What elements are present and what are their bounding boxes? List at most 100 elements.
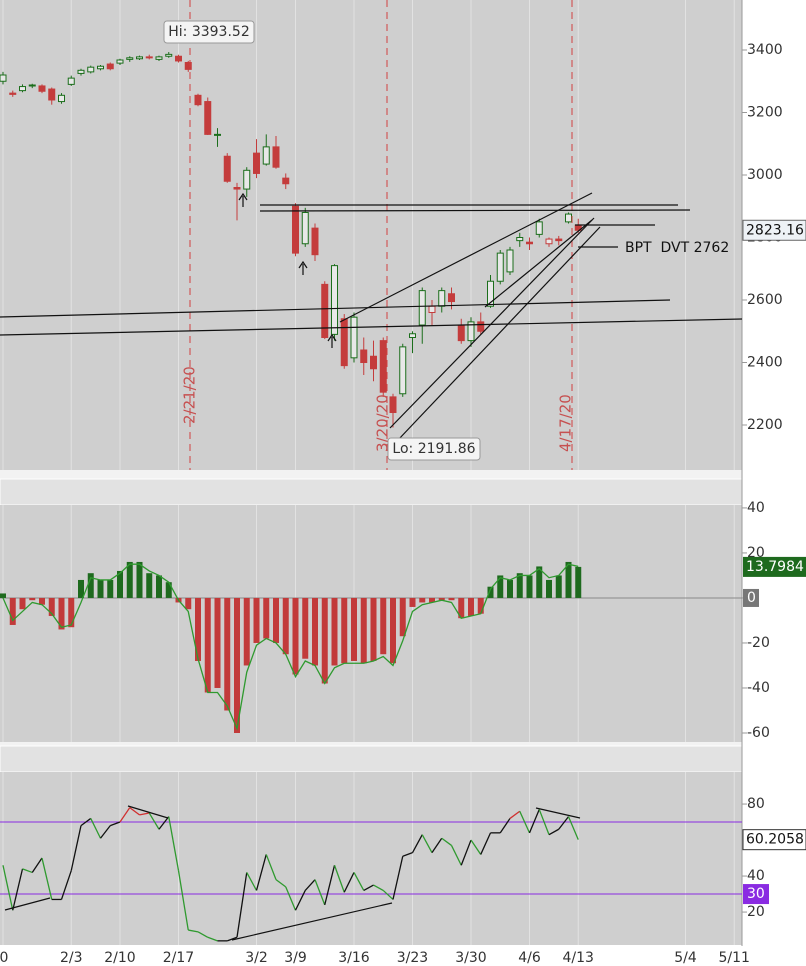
trendline	[397, 226, 601, 441]
candle-body	[448, 293, 455, 303]
candle-body	[292, 205, 299, 254]
candle-body	[438, 290, 446, 307]
last-value-label: 60.2058	[746, 832, 804, 848]
histogram-bar	[156, 575, 162, 598]
candle-body	[243, 169, 251, 190]
histogram-bar	[575, 566, 582, 598]
x-tick-label: 4/6	[518, 950, 541, 966]
histogram-bar	[468, 597, 474, 616]
histogram-bar	[282, 597, 289, 655]
rsi-segment	[421, 834, 433, 853]
candle-body	[350, 316, 358, 359]
rsi-segment	[255, 854, 267, 891]
candle-body	[389, 396, 397, 413]
trendline	[0, 299, 671, 318]
candle-body	[506, 249, 514, 273]
candle-body	[477, 321, 485, 332]
histogram-bar	[97, 579, 104, 598]
histogram-bar	[351, 597, 357, 661]
candle-body	[48, 88, 56, 101]
candle-body	[555, 238, 563, 242]
trendlines	[0, 0, 743, 941]
level-label-box	[743, 884, 769, 905]
rsi-segment	[558, 816, 570, 830]
histogram-bar	[546, 579, 552, 598]
histogram-bar	[526, 575, 533, 598]
x-tick-label: 0	[0, 950, 8, 966]
y-tick-label: -60	[747, 725, 770, 741]
histogram-bar	[136, 561, 143, 598]
candle-body	[19, 86, 26, 92]
histogram-bar	[360, 597, 367, 664]
histogram-bar	[429, 597, 435, 603]
arrow	[298, 260, 308, 275]
event-label: 2/21/20	[181, 366, 199, 424]
candle-body	[58, 94, 65, 103]
panel-header	[0, 745, 743, 773]
marks	[0, 52, 582, 942]
rsi-segment	[275, 879, 287, 888]
histogram-bar	[48, 597, 55, 616]
x-tick-label: 3/9	[284, 950, 307, 966]
x-tick-label: 2/3	[60, 950, 83, 966]
histogram-bar	[87, 573, 94, 598]
histogram-bar	[448, 597, 455, 601]
histogram-bar	[19, 597, 26, 610]
rsi-segment	[41, 857, 53, 900]
rsi-segment	[373, 884, 384, 892]
panel-header	[0, 478, 743, 506]
trendline	[339, 192, 593, 323]
x-tick-label: 3/16	[338, 950, 370, 966]
histogram-bar	[253, 597, 260, 643]
histogram-bar	[263, 597, 270, 639]
x-tick-label: 4/13	[563, 950, 594, 966]
candle-body	[116, 59, 124, 64]
trendline	[389, 217, 595, 429]
candle-body	[155, 56, 163, 60]
histogram-bar	[331, 597, 338, 666]
rsi-segment	[99, 825, 111, 839]
candle-body	[0, 74, 7, 82]
rsi-segment	[207, 936, 218, 942]
rsi-segment	[168, 816, 180, 871]
y-tick-label: 3400	[747, 42, 783, 58]
histogram-bar	[487, 586, 494, 598]
rsi-segment	[499, 818, 511, 834]
arrow	[238, 192, 248, 207]
histogram-bar	[302, 597, 309, 659]
candle-body	[340, 318, 348, 367]
candle-body	[321, 283, 329, 338]
rsi-panel	[0, 772, 742, 945]
rsi-segment	[363, 884, 374, 892]
rsi-segment	[480, 832, 492, 855]
candle-body	[106, 63, 114, 70]
candle-body	[38, 85, 46, 92]
rsi-segment	[382, 889, 394, 900]
histogram-bar	[477, 597, 484, 614]
zero-label: 0	[747, 590, 756, 606]
histogram-bar	[224, 597, 231, 711]
zero-label-box	[743, 588, 759, 607]
candle-body	[126, 57, 134, 60]
arrow	[327, 333, 337, 348]
last-price-label: 2823.16	[746, 222, 804, 238]
rsi-segment	[333, 865, 345, 893]
histogram-bar	[146, 573, 153, 598]
candle-body	[457, 324, 465, 342]
candle-body	[282, 177, 290, 185]
candle-body	[165, 53, 173, 57]
rsi-segment	[353, 872, 365, 891]
histogram-bar	[185, 597, 192, 610]
candle-body	[418, 290, 426, 326]
histogram-bar	[341, 597, 348, 664]
rsi-segment	[60, 870, 72, 900]
x-tick-label: 5/11	[719, 950, 750, 966]
candle-body	[175, 55, 182, 62]
candle-body	[214, 133, 221, 136]
trendline	[259, 209, 691, 212]
y-tick-label: 40	[747, 868, 765, 884]
candle-body	[467, 321, 475, 342]
histogram-bar	[0, 593, 6, 598]
candle-body	[535, 221, 543, 235]
candle-body	[399, 346, 407, 395]
